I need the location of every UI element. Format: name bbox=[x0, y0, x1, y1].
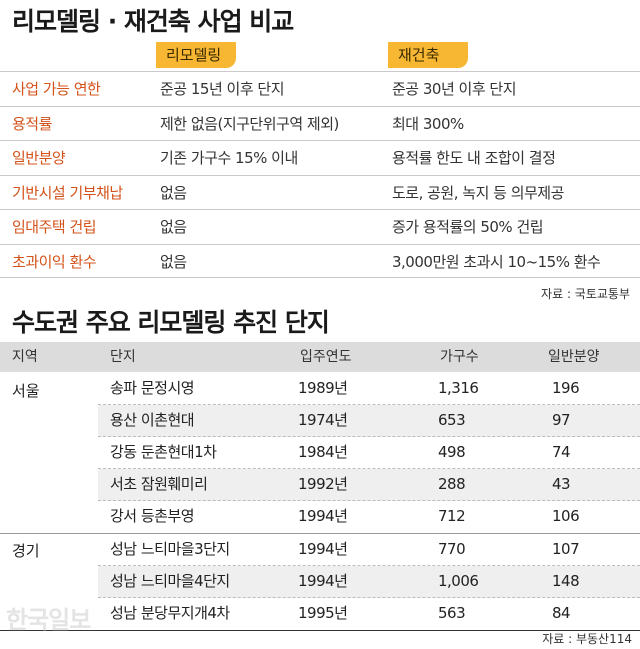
region-block-gyeonggi: 성남 느티마을3단지 1994년 770 107 성남 느티마을4단지 1994… bbox=[98, 534, 640, 630]
complex-general: 106 bbox=[552, 507, 580, 525]
comparison-row-label: 일반분양 bbox=[12, 149, 66, 167]
complex-year: 1994년 bbox=[298, 507, 348, 525]
complex-general: 84 bbox=[552, 604, 571, 622]
table-bottom-rule bbox=[0, 630, 640, 631]
complex-units: 770 bbox=[438, 540, 466, 558]
complex-units: 563 bbox=[438, 604, 466, 622]
complex-year: 1974년 bbox=[298, 411, 348, 429]
complex-general: 74 bbox=[552, 443, 571, 461]
complex-name: 강동 둔촌현대1차 bbox=[110, 443, 217, 461]
complex-year: 1992년 bbox=[298, 475, 348, 493]
watermark-logo: 한국일보 bbox=[6, 606, 91, 634]
complexes-title: 수도권 주요 리모델링 추진 단지 bbox=[12, 308, 330, 337]
table-row: 성남 느티마을4단지 1994년 1,006 148 bbox=[98, 566, 640, 598]
remodel-value: 없음 bbox=[160, 183, 187, 202]
table-row: 서초 잠원훼미리 1992년 288 43 bbox=[98, 469, 640, 501]
region-label: 서울 bbox=[12, 382, 40, 400]
complex-name: 성남 느티마을3단지 bbox=[110, 540, 230, 558]
region-block-seoul: 송파 문정시영 1989년 1,316 196 용산 이촌현대 1974년 65… bbox=[98, 373, 640, 533]
complex-units: 498 bbox=[438, 443, 466, 461]
table-row: 강서 등촌부영 1994년 712 106 bbox=[98, 501, 640, 533]
table-row: 용산 이촌현대 1974년 653 97 bbox=[98, 405, 640, 437]
remodel-value: 제한 없음(지구단위구역 제외) bbox=[160, 114, 339, 133]
comparison-row: 임대주택 건립 없음 증가 용적률의 50% 건립 bbox=[0, 209, 640, 244]
region-label: 경기 bbox=[12, 542, 40, 560]
header-general: 일반분양 bbox=[548, 349, 600, 365]
complexes-source: 자료 : 부동산114 bbox=[542, 632, 632, 646]
comparison-row: 초과이익 환수 없음 3,000만원 초과시 10~15% 환수 bbox=[0, 243, 640, 278]
comparison-row: 용적률 제한 없음(지구단위구역 제외) 최대 300% bbox=[0, 105, 640, 141]
remodel-column-header: 리모델링 bbox=[156, 42, 236, 68]
comparison-row-label: 사업 가능 연한 bbox=[12, 80, 101, 98]
comparison-row-label: 기반시설 기부채납 bbox=[12, 183, 123, 202]
comparison-table: 사업 가능 연한 준공 15년 이후 단지 준공 30년 이후 단지 용적률 제… bbox=[0, 71, 640, 278]
comparison-source: 자료 : 국토교통부 bbox=[541, 287, 630, 301]
complex-name: 서초 잠원훼미리 bbox=[110, 475, 208, 493]
complex-name: 강서 등촌부영 bbox=[110, 507, 195, 525]
complex-year: 1984년 bbox=[298, 443, 348, 461]
complex-units: 1,006 bbox=[438, 572, 479, 590]
table-row: 성남 분당무지개4차 1995년 563 84 bbox=[98, 598, 640, 630]
complex-units: 288 bbox=[438, 475, 466, 493]
region-divider bbox=[0, 533, 640, 534]
comparison-title: 리모델링 · 재건축 사업 비교 bbox=[12, 7, 294, 36]
table-row: 송파 문정시영 1989년 1,316 196 bbox=[98, 373, 640, 405]
header-name: 단지 bbox=[110, 349, 136, 365]
complex-year: 1989년 bbox=[298, 379, 348, 397]
complex-general: 196 bbox=[552, 379, 580, 397]
complex-name: 성남 분당무지개4차 bbox=[110, 604, 230, 622]
comparison-row-label: 초과이익 환수 bbox=[12, 252, 97, 271]
rebuild-column-header: 재건축 bbox=[388, 42, 468, 68]
complex-units: 1,316 bbox=[438, 379, 479, 397]
complex-general: 107 bbox=[552, 540, 580, 558]
remodel-value: 없음 bbox=[160, 218, 187, 236]
complex-units: 712 bbox=[438, 507, 466, 525]
rebuild-value: 도로, 공원, 녹지 등 의무제공 bbox=[392, 183, 564, 202]
complex-year: 1994년 bbox=[298, 540, 348, 558]
header-region: 지역 bbox=[12, 349, 38, 365]
comparison-row-label: 임대주택 건립 bbox=[12, 218, 97, 236]
complex-general: 97 bbox=[552, 411, 571, 429]
remodel-value: 기존 가구수 15% 이내 bbox=[160, 149, 298, 167]
comparison-row: 일반분양 기존 가구수 15% 이내 용적률 한도 내 조합이 결정 bbox=[0, 140, 640, 175]
comparison-row: 기반시설 기부채납 없음 도로, 공원, 녹지 등 의무제공 bbox=[0, 174, 640, 210]
table-row: 성남 느티마을3단지 1994년 770 107 bbox=[98, 534, 640, 566]
remodel-value: 준공 15년 이후 단지 bbox=[160, 80, 285, 98]
table-row: 강동 둔촌현대1차 1984년 498 74 bbox=[98, 437, 640, 469]
complex-general: 148 bbox=[552, 572, 580, 590]
rebuild-value: 용적률 한도 내 조합이 결정 bbox=[392, 149, 556, 167]
complex-year: 1994년 bbox=[298, 572, 348, 590]
rebuild-value: 증가 용적률의 50% 건립 bbox=[392, 218, 544, 236]
rebuild-value: 3,000만원 초과시 10~15% 환수 bbox=[392, 252, 601, 271]
complex-name: 용산 이촌현대 bbox=[110, 411, 195, 429]
header-year: 입주연도 bbox=[300, 349, 352, 365]
comparison-row: 사업 가능 연한 준공 15년 이후 단지 준공 30년 이후 단지 bbox=[0, 71, 640, 106]
header-units: 가구수 bbox=[440, 349, 479, 365]
complex-name: 송파 문정시영 bbox=[110, 379, 195, 397]
complex-year: 1995년 bbox=[298, 604, 348, 622]
rebuild-value: 준공 30년 이후 단지 bbox=[392, 80, 517, 98]
complexes-table-header: 지역 단지 입주연도 가구수 일반분양 bbox=[0, 342, 640, 372]
complex-units: 653 bbox=[438, 411, 466, 429]
rebuild-value: 최대 300% bbox=[392, 114, 464, 133]
remodel-value: 없음 bbox=[160, 252, 187, 271]
complex-name: 성남 느티마을4단지 bbox=[110, 572, 230, 590]
comparison-row-label: 용적률 bbox=[12, 114, 52, 133]
complex-general: 43 bbox=[552, 475, 571, 493]
